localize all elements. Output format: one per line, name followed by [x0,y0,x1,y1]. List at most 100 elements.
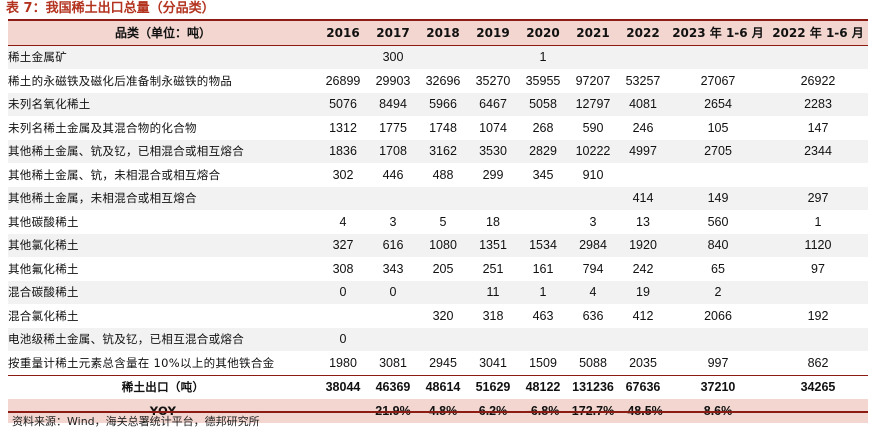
row-label: 未列名稀土金属及其混合物的化合物 [8,120,197,135]
table-cell [318,399,368,423]
row-label: 其他氯化稀土 [8,233,318,257]
table-cell: 205 [432,261,454,276]
table-cell: 794 [582,261,604,276]
table-cell: 38044 [318,374,368,399]
table-cell: 1708 [368,139,418,163]
table-cell: 1120 [768,233,868,257]
table-cell: 97207 [575,73,611,88]
bottom-rule [8,411,868,413]
table-cell: 2829 [518,139,568,163]
table-cell [568,327,618,351]
table-row: 其他稀土金属、钪及钇，已相混合或相互熔合 1836 1708 3162 3530 2829… [8,139,868,163]
table-cell: 2 [668,280,768,304]
table-cell: 3162 [418,139,468,163]
table-cell: 34265 [768,374,868,399]
table-cell: 636 [582,308,604,323]
table-cell [318,304,368,328]
table-row: 其他氟化稀土 308 343 205 251 161 794 242 65 97 [8,257,868,281]
row-label: YOY [8,399,318,423]
table-cell: 51629 [468,374,518,399]
table-cell [318,186,368,210]
table-cell: 5 [439,214,447,229]
table-cell: 2705 [668,139,768,163]
table-cell [368,327,418,351]
table-cell: 10222 [568,139,618,163]
row-label: 稀土金属矿 [8,45,318,69]
row-label: 电池级稀土金属、钪及钇，已相互混合或熔合 [8,327,318,351]
table-cell: 5088 [579,355,607,370]
table-cell [668,327,768,351]
table-cell: 12797 [568,92,618,116]
row-label: 混合碳酸稀土 [8,280,318,304]
table-cell [518,186,568,210]
table-cell: 161 [532,261,554,276]
table-cell [568,186,618,210]
table-cell [618,163,668,187]
table-cell: 4081 [618,92,668,116]
table-cell: 268 [532,120,554,135]
table-cell: 2654 [668,92,768,116]
table-cell: 35270 [475,73,511,88]
table-cell: 11 [468,280,518,304]
table-row: 未列名氧化稀土 5076 8494 5966 6467 5058 12797 4081 2654… [8,92,868,116]
table-cell: 1 [518,280,568,304]
table-cell [668,45,768,69]
header-year: 2021 [568,21,618,45]
table-cell: 318 [482,308,504,323]
table-row: 混合碳酸稀土 0 0 11 1 4 19 2 [8,280,868,304]
table-cell: 297 [768,186,868,210]
table-cell: 1836 [318,139,368,163]
table-cell: 1 [518,45,568,69]
table-cell: 131236 [568,374,618,399]
top-rule [8,19,868,21]
table-cell [768,45,868,69]
table-cell [768,163,868,187]
table-cell: 1534 [518,233,568,257]
table-cell: 8494 [368,92,418,116]
table-cell: 27067 [700,73,736,88]
table-cell: 8.6% [668,399,768,423]
table-cell: 67636 [618,374,668,399]
table-cell: 251 [482,261,504,276]
table-row: 混合氯化稀土 320 318 463 636 412 2066 192 [8,304,868,328]
table-cell: 242 [632,261,654,276]
header-year: 2018 [418,21,468,45]
table-cell [418,280,468,304]
table-cell: 560 [707,214,729,229]
table-cell: 32696 [425,73,461,88]
table-cell: -6.8% [518,399,568,423]
table-cell: 997 [707,355,729,370]
table-row: 电池级稀土金属、钪及钇，已相互混合或熔合 0 [8,327,868,351]
table-cell: 4997 [618,139,668,163]
table-row: 未列名稀土金属及其混合物的化合物 1312 1775 1748 1074 268 590 24… [8,116,868,140]
table-cell: 246 [632,120,654,135]
row-label: 稀土的永磁铁及磁化后准备制永磁铁的物品 [8,73,233,88]
table-cell: 1 [814,214,822,229]
table-cell: 2984 [568,233,618,257]
table-cell [468,186,518,210]
table-cell: 3 [589,214,597,229]
table-row: 按重量计稀土元素总含量在 10%以上的其他铁合金 1980 3081 2945 3041… [8,351,868,375]
table-cell: 53257 [625,73,661,88]
table-cell: 414 [618,186,668,210]
table-cell [368,304,418,328]
table-cell: 1920 [618,233,668,257]
table-cell [768,327,868,351]
row-label: 稀土出口（吨） [8,374,318,399]
table-cell: 446 [382,167,404,182]
table-cell: 97 [811,261,825,276]
table-cell: 26899 [325,73,361,88]
header-year: 2017 [368,21,418,45]
row-label: 其他碳酸稀土 [8,214,79,229]
header-row: 品类（单位：吨） 2016 2017 2018 2019 2020 2021 2… [8,21,868,45]
table-cell: 46369 [368,374,418,399]
table-cell: 1509 [529,355,557,370]
table-cell [418,186,468,210]
table-row: 其他碳酸稀土 4 3 5 18 3 13 560 1 [8,210,868,234]
table-cell [418,327,468,351]
table-cell: 6.2% [468,399,518,423]
table-cell: 35955 [525,73,561,88]
table-cell: 18 [486,214,500,229]
table-cell: 1351 [468,233,518,257]
source-note: 资料来源：Wind，海关总署统计平台，德邦研究所 [12,415,260,428]
